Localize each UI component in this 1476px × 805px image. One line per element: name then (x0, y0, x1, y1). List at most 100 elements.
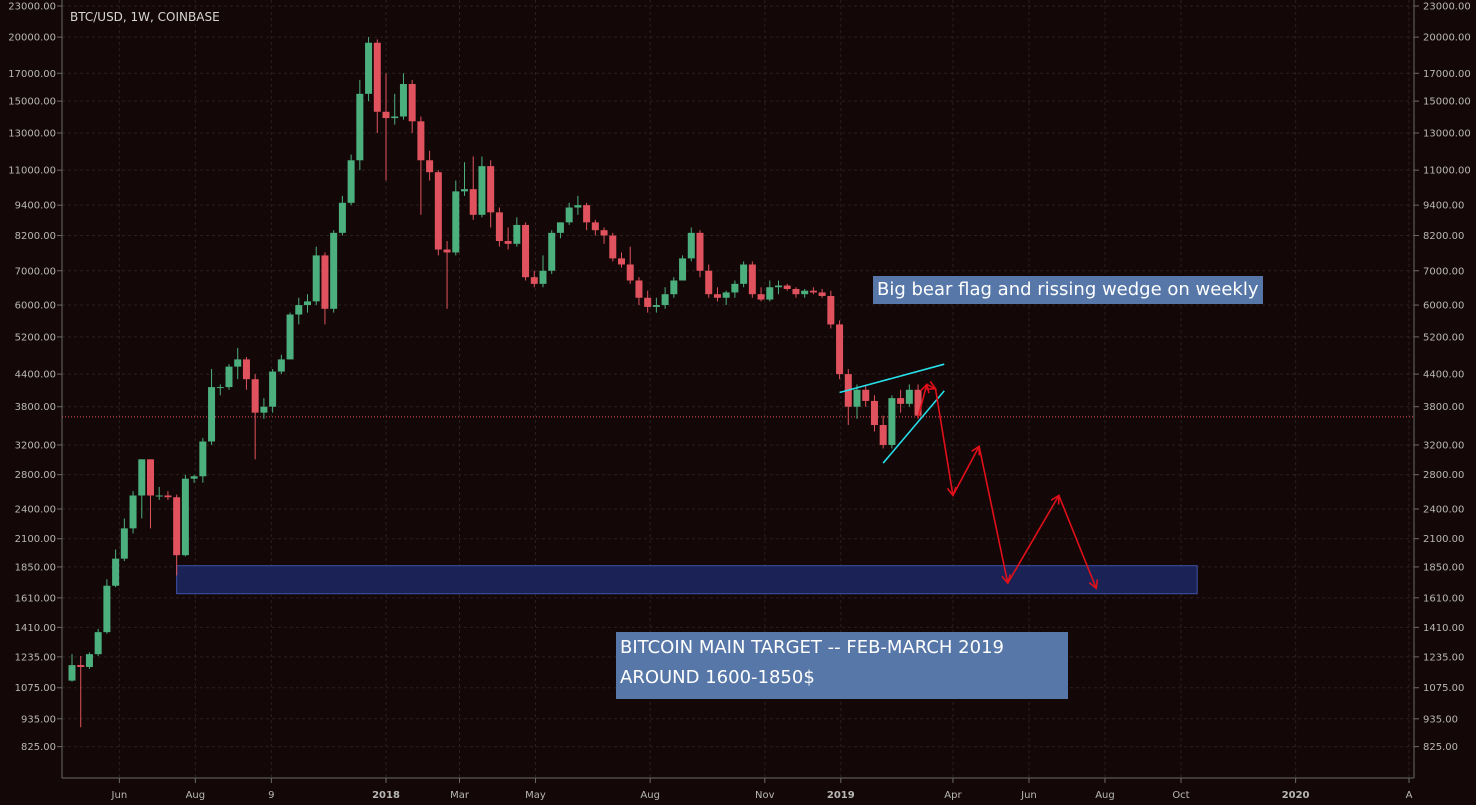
y-tick-label-right: 13000.00 (1423, 128, 1471, 139)
candle (277, 354, 285, 375)
candle (495, 207, 503, 247)
candle-body (862, 389, 870, 401)
candle-body (434, 172, 442, 250)
y-tick-label-right: 3200.00 (1423, 440, 1464, 451)
x-tick-label: May (525, 790, 546, 801)
wedge-line (839, 363, 945, 394)
y-tick-label-right: 2400.00 (1423, 504, 1464, 515)
candle (905, 384, 913, 407)
projection-segment (952, 445, 980, 496)
candle (286, 312, 294, 360)
projection-segment (917, 384, 928, 418)
y-tick-label-left: 7000.00 (15, 266, 56, 277)
projection-segment (978, 446, 1009, 584)
x-tick-label: 2018 (372, 790, 400, 801)
y-tick-label-left: 1850.00 (15, 562, 56, 573)
candle (321, 252, 329, 325)
candle-body (321, 255, 329, 309)
candle (391, 93, 399, 125)
candle-body (452, 191, 460, 253)
candle-body (155, 495, 163, 497)
x-tick-label: Apr (944, 790, 962, 801)
projection-segment (1058, 495, 1097, 589)
candle-body (461, 189, 469, 192)
x-axis[interactable]: Jun Aug 9 2018 Mar May Aug Nov 2019 Apr Jun Aug Oct 2… (111, 778, 1413, 801)
candle (295, 297, 303, 325)
candle-body (879, 425, 887, 445)
candle (792, 287, 800, 298)
candle (487, 160, 495, 228)
y-tick-label-left: 8200.00 (15, 231, 56, 242)
y-tick-label-right: 15000.00 (1423, 97, 1471, 108)
y-tick-label-right: 20000.00 (1423, 33, 1471, 44)
candle-body (164, 495, 172, 498)
candle-body (112, 558, 120, 586)
x-tick-label: 9 (268, 790, 274, 801)
y-tick-label-left: 2800.00 (15, 470, 56, 481)
candle-body (391, 116, 399, 119)
wedge-lines (839, 363, 945, 464)
y-tick-label-right: 9400.00 (1423, 201, 1464, 212)
candle (897, 389, 905, 413)
candle-body (827, 295, 835, 325)
x-tick-label: Jun (1020, 790, 1037, 801)
candle-body (120, 528, 128, 559)
candle-body (905, 389, 913, 404)
candle (504, 227, 512, 250)
candle-body (443, 249, 451, 253)
projection-arrowhead (1088, 579, 1099, 590)
candle-body (77, 665, 85, 667)
candle-body (181, 478, 189, 556)
x-tick-label: Aug (640, 790, 660, 801)
candle-body (696, 232, 704, 271)
candle-body (216, 387, 224, 389)
y-axis-right[interactable]: 23000.00 20000.00 17000.00 15000.00 13000.00… (1414, 2, 1471, 754)
candle (94, 628, 102, 656)
candle (356, 79, 364, 171)
candle (530, 270, 538, 288)
candle-body (600, 230, 608, 236)
x-tick-label: Oct (1172, 790, 1189, 801)
y-tick-label-left: 9400.00 (15, 201, 56, 212)
y-tick-label-left: 1610.00 (15, 593, 56, 604)
candle (443, 241, 451, 309)
y-tick-label-left: 935.00 (21, 714, 56, 725)
candle-body (286, 314, 294, 360)
y-tick-label-left: 6000.00 (15, 301, 56, 312)
y-tick-label-left: 825.00 (21, 742, 56, 753)
candle-body (530, 277, 538, 284)
candle (103, 579, 111, 634)
candle-body (853, 389, 861, 407)
candle (565, 202, 573, 225)
x-tick-label: A (1406, 790, 1413, 801)
candle-body (609, 235, 617, 259)
candle-body (330, 232, 338, 309)
candle (365, 37, 373, 102)
candle (888, 395, 896, 449)
candle-body (583, 205, 591, 223)
candle (522, 222, 530, 281)
candle (260, 398, 268, 419)
candle-body (679, 258, 687, 281)
candle-body (408, 84, 416, 122)
chart-symbol: BTC/USD, 1W, COINBASE (70, 10, 220, 24)
y-tick-label-right: 1075.00 (1423, 683, 1464, 694)
y-tick-label-left: 1410.00 (15, 623, 56, 634)
candle (740, 261, 748, 288)
candle-body (783, 285, 791, 289)
candle (644, 290, 652, 313)
y-tick-label-left: 20000.00 (8, 33, 56, 44)
candle (452, 180, 460, 256)
candle (382, 73, 390, 181)
projection-segment (1007, 495, 1060, 584)
candle-body (574, 205, 582, 208)
candle-body (626, 264, 634, 281)
candle (251, 374, 259, 460)
candle (914, 384, 922, 419)
candle-body (68, 665, 76, 681)
candle-body (556, 222, 564, 233)
y-tick-label-left: 2100.00 (15, 534, 56, 545)
candle-body (740, 264, 748, 284)
candle (199, 438, 207, 483)
x-tick-label: Mar (450, 790, 470, 801)
